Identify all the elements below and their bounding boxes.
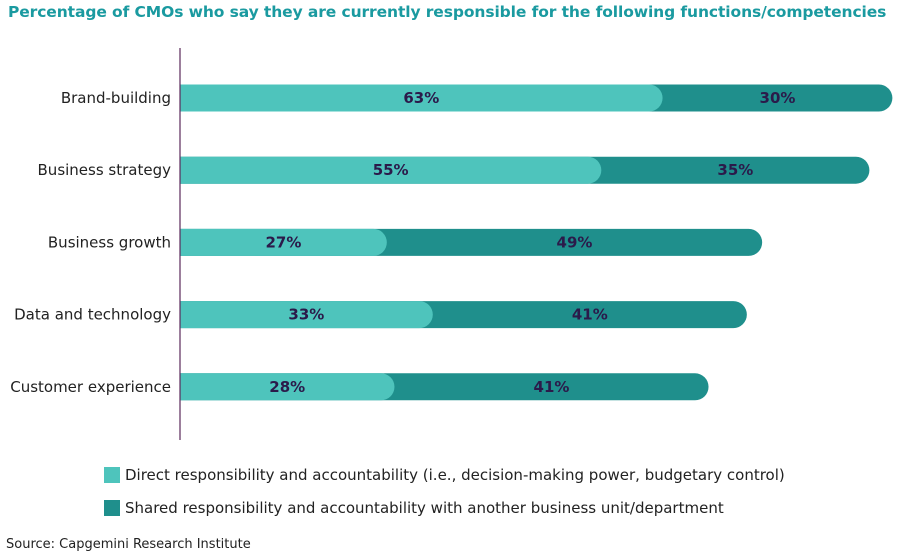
bar-direct: [180, 156, 602, 184]
value-label-direct: 55%: [373, 161, 409, 179]
source-note: Source: Capgemini Research Institute: [6, 537, 251, 552]
legend-label-direct: Direct responsibility and accountability…: [125, 465, 785, 484]
category-label: Business strategy: [38, 161, 172, 179]
legend-swatch-shared: [104, 499, 120, 516]
value-label-shared: 49%: [557, 233, 593, 251]
bar-direct: [180, 228, 387, 256]
value-label-direct: 28%: [269, 378, 305, 396]
chart-title: Percentage of CMOs who say they are curr…: [8, 3, 887, 21]
legend-item-shared: Shared responsibility and accountability…: [104, 497, 785, 518]
bar-direct: [180, 373, 395, 401]
value-label-direct: 27%: [265, 233, 301, 251]
bar-direct: [180, 84, 663, 112]
category-label: Brand-building: [61, 89, 171, 107]
category-label: Customer experience: [10, 378, 171, 396]
value-label-shared: 41%: [534, 378, 570, 396]
value-label-shared: 35%: [717, 161, 753, 179]
category-label: Data and technology: [14, 306, 171, 324]
category-label: Business growth: [48, 233, 171, 251]
value-label-direct: 33%: [288, 306, 324, 324]
legend-label-shared: Shared responsibility and accountability…: [125, 498, 724, 517]
legend-item-direct: Direct responsibility and accountability…: [104, 464, 785, 485]
value-label-direct: 63%: [403, 89, 439, 107]
value-label-shared: 41%: [572, 306, 608, 324]
legend: Direct responsibility and accountability…: [104, 464, 785, 530]
legend-swatch-direct: [104, 466, 120, 483]
bar-direct: [180, 301, 433, 329]
bar-chart: Brand-building 63% 30% Business strategy 55%…: [10, 48, 893, 440]
value-label-shared: 30%: [760, 89, 796, 107]
